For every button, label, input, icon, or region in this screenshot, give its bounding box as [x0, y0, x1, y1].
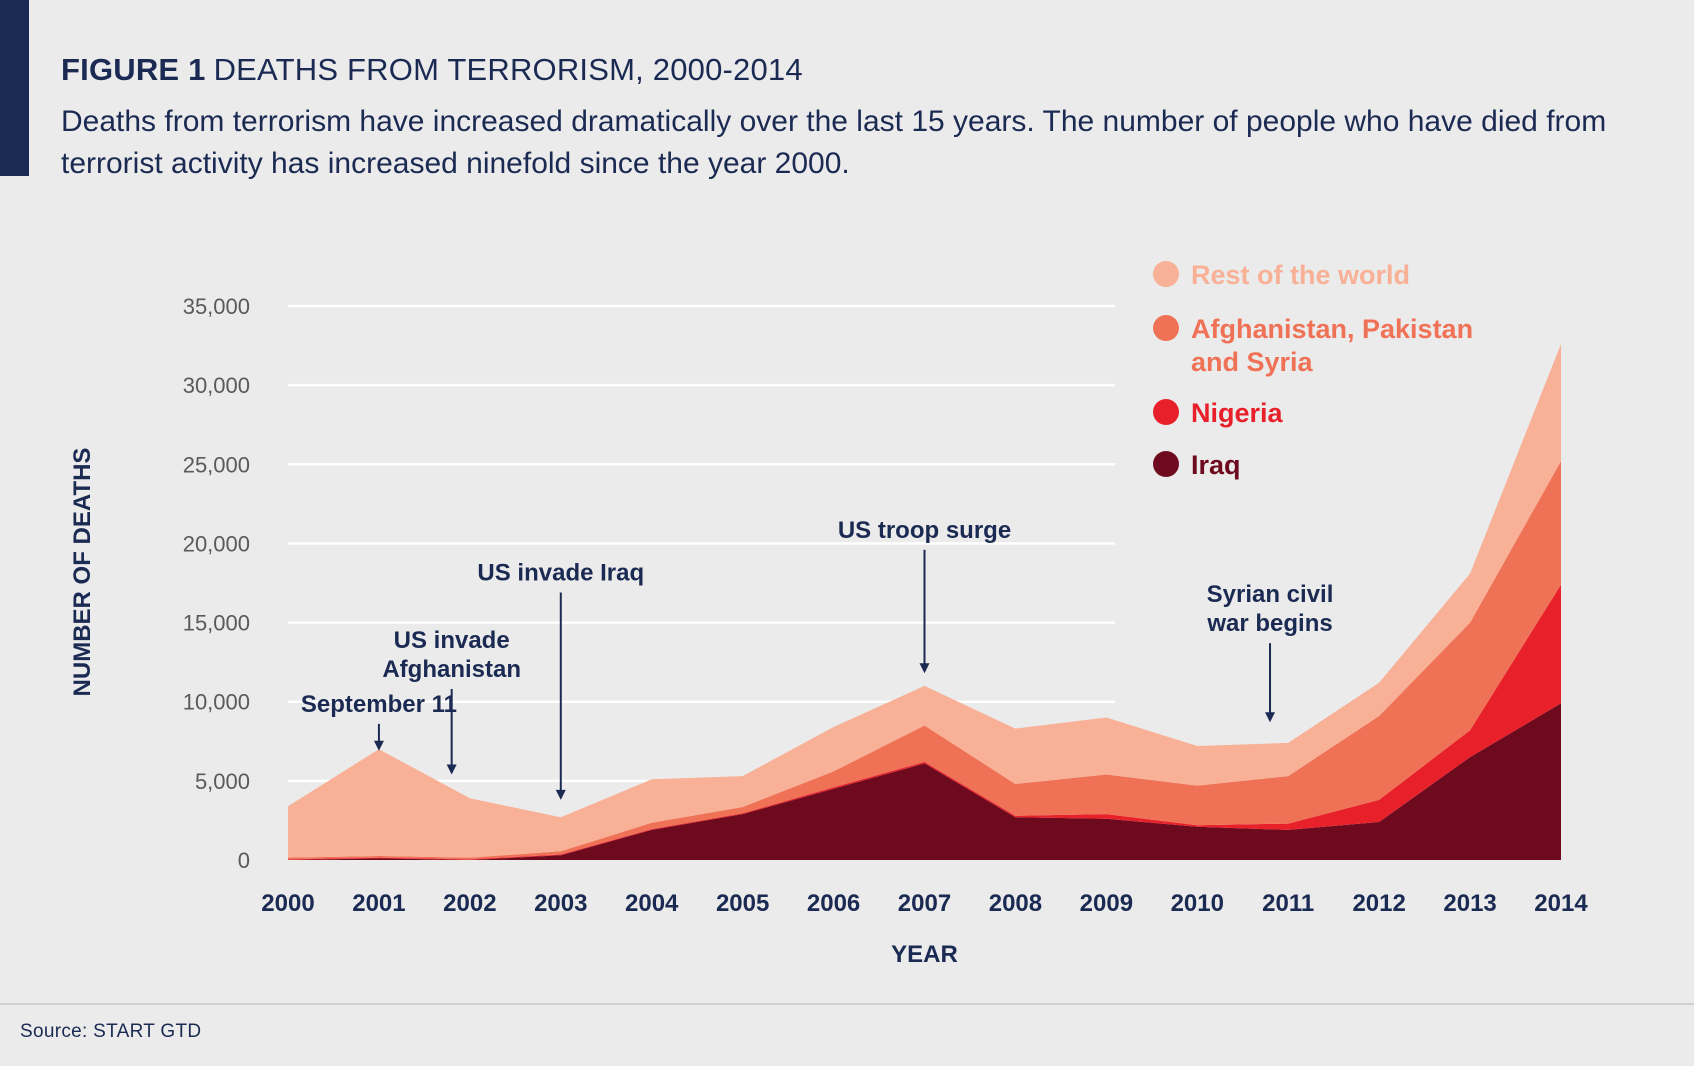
annotation-label: Syrian civil	[1207, 581, 1334, 608]
annotation-arrowhead	[555, 789, 566, 800]
annotation-label: war begins	[1206, 610, 1332, 637]
area-series-iraq	[288, 703, 1561, 860]
x-tick-label: 2004	[625, 890, 679, 917]
x-tick-label: 2005	[716, 890, 769, 917]
y-tick-label: 20,000	[183, 531, 250, 556]
legend-label: Afghanistan, Pakistan	[1191, 314, 1473, 344]
x-tick-label: 2012	[1352, 890, 1405, 917]
figure-name: DEATHS FROM TERRORISM, 2000-2014	[213, 52, 803, 87]
x-tick-label: 2011	[1262, 890, 1314, 917]
x-tick-label: 2008	[989, 890, 1042, 917]
x-tick-label: 2006	[807, 890, 860, 917]
footer-band	[0, 1005, 1694, 1057]
annotation-label: US invade Iraq	[477, 559, 644, 586]
y-tick-label: 10,000	[183, 690, 250, 715]
legend-label: Rest of the world	[1191, 260, 1410, 290]
x-tick-label: 2001	[352, 890, 405, 917]
legend-marker	[1153, 451, 1179, 477]
annotation-label: Afghanistan	[382, 656, 521, 683]
x-axis-title: YEAR	[891, 941, 958, 968]
annotation-arrowhead	[1265, 712, 1276, 723]
legend-marker	[1153, 315, 1179, 341]
y-axis-title: NUMBER OF DEATHS	[69, 448, 96, 697]
y-tick-label: 5,000	[195, 769, 250, 794]
x-tick-label: 2003	[534, 890, 587, 917]
y-tick-label: 0	[238, 848, 250, 873]
annotation-label: US invade	[394, 627, 510, 654]
x-tick-label: 2002	[443, 890, 496, 917]
figure-title: FIGURE 1 DEATHS FROM TERRORISM, 2000-2014	[61, 52, 803, 88]
footer-divider	[0, 1003, 1694, 1005]
annotation-arrowhead	[373, 740, 384, 751]
area-series-rest-of-the-world	[288, 344, 1561, 858]
y-tick-label: 25,000	[183, 452, 250, 477]
y-tick-label: 15,000	[183, 611, 250, 636]
x-tick-label: 2000	[261, 890, 314, 917]
legend-label: Nigeria	[1191, 398, 1284, 428]
legend-marker	[1153, 261, 1179, 287]
legend-label: and Syria	[1191, 347, 1314, 377]
x-tick-label: 2007	[898, 890, 951, 917]
y-tick-label: 35,000	[183, 294, 250, 319]
figure-subtitle: Deaths from terrorism have increased dra…	[61, 105, 1607, 180]
accent-bar	[0, 0, 29, 176]
source-text: Source: START GTD	[20, 1021, 202, 1042]
annotation-arrowhead	[919, 663, 930, 674]
legend-label: Iraq	[1191, 450, 1241, 480]
annotation-label: US troop surge	[838, 517, 1011, 544]
annotation-arrowhead	[446, 764, 457, 775]
source-note: Source: START GTD	[20, 1021, 201, 1043]
legend-marker	[1153, 399, 1179, 425]
x-tick-label: 2013	[1443, 890, 1496, 917]
figure-label: FIGURE 1	[61, 52, 206, 87]
x-tick-label: 2010	[1171, 890, 1224, 917]
area-chart: 0 5,000 10,000 15,000 20,000 25,000 30,000 35,0…	[69, 260, 1588, 968]
x-tick-label: 2009	[1080, 890, 1133, 917]
x-tick-label: 2014	[1534, 890, 1588, 917]
annotation-label: September 11	[301, 691, 457, 718]
y-tick-label: 30,000	[183, 373, 250, 398]
